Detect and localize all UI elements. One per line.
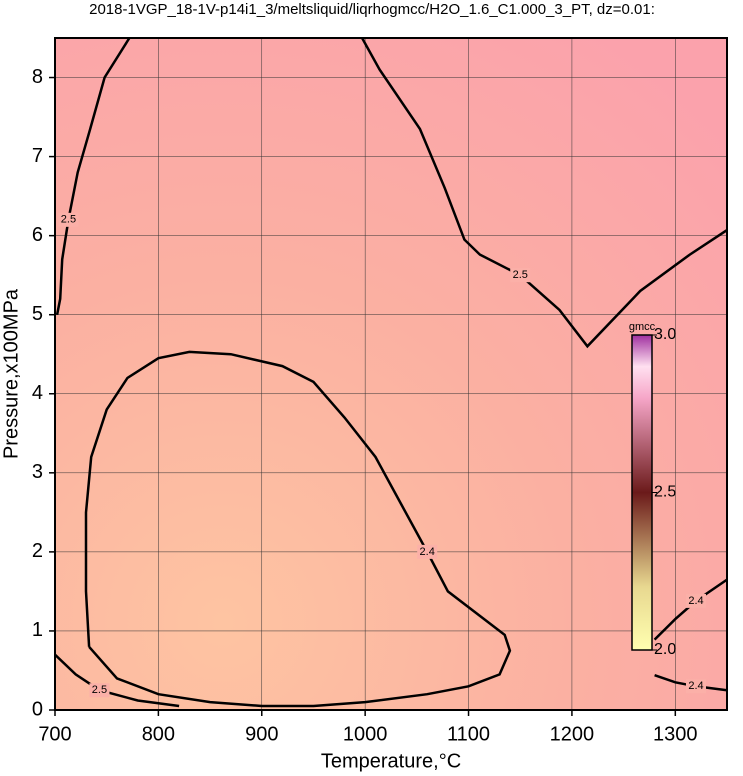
- contour-label-bg: [685, 593, 706, 608]
- contour-line: [653, 578, 727, 641]
- contour-label: 2.5: [61, 214, 76, 226]
- y-tick-label: 4: [32, 382, 43, 404]
- grid: [55, 38, 727, 710]
- contour-label: 2.5: [92, 684, 107, 696]
- plot-background: [55, 38, 727, 710]
- plot-frame: [54, 37, 728, 711]
- colorbar-label: gmcc: [629, 321, 656, 333]
- contour-label-bg: [89, 683, 110, 698]
- y-tick-label: 0: [32, 698, 43, 720]
- contour-label: 2.4: [420, 546, 435, 558]
- y-tick-label: 2: [32, 540, 43, 562]
- colorbar: [631, 334, 653, 651]
- contour-label-bg: [417, 544, 438, 559]
- y-axis-label: Pressure,x100MPa: [0, 288, 22, 459]
- contour-label-bg: [685, 679, 706, 694]
- x-tick-label: 700: [38, 723, 71, 745]
- contour-label-bg: [58, 212, 79, 227]
- contour-label: 2.5: [513, 269, 528, 281]
- contour-line: [654, 674, 727, 692]
- contour-label: 2.4: [688, 680, 703, 692]
- x-tick-label: 1200: [550, 723, 595, 745]
- y-tick-label: 5: [32, 303, 43, 325]
- colorbar-tick-label: 2.5: [654, 484, 676, 501]
- y-tick-label: 7: [32, 145, 43, 167]
- contour-label: 2.4: [688, 595, 703, 607]
- y-tick-label: 1: [32, 619, 43, 641]
- contours: 2.4 2.4 2.4 2.5 2.5 2.5: [55, 38, 727, 708]
- x-tick-label: 1100: [447, 723, 490, 745]
- x-axis-label: Temperature,°C: [321, 750, 461, 772]
- colorbar-tick-label: 3.0: [654, 326, 676, 343]
- contour-line: [361, 38, 727, 349]
- y-tick-label: 3: [32, 461, 43, 483]
- x-tick-label: 900: [245, 723, 278, 745]
- contour-line: [55, 38, 131, 315]
- contour-label-bg: [510, 268, 531, 283]
- x-tick-label: 1300: [653, 723, 698, 745]
- chart-title: 2018-1VGP_18-1V-p14i1_3/meltsliquid/liqr…: [89, 1, 655, 18]
- y-tick-label: 8: [32, 66, 43, 88]
- axes: 700 800 900 1000 1100 1200 1300012345678gmcc2.…: [32, 37, 728, 745]
- colorbar-tick-label: 2.0: [654, 641, 676, 658]
- x-tick-label: 1000: [343, 723, 388, 745]
- x-tick-label: 800: [142, 723, 175, 745]
- y-tick-label: 6: [32, 224, 43, 246]
